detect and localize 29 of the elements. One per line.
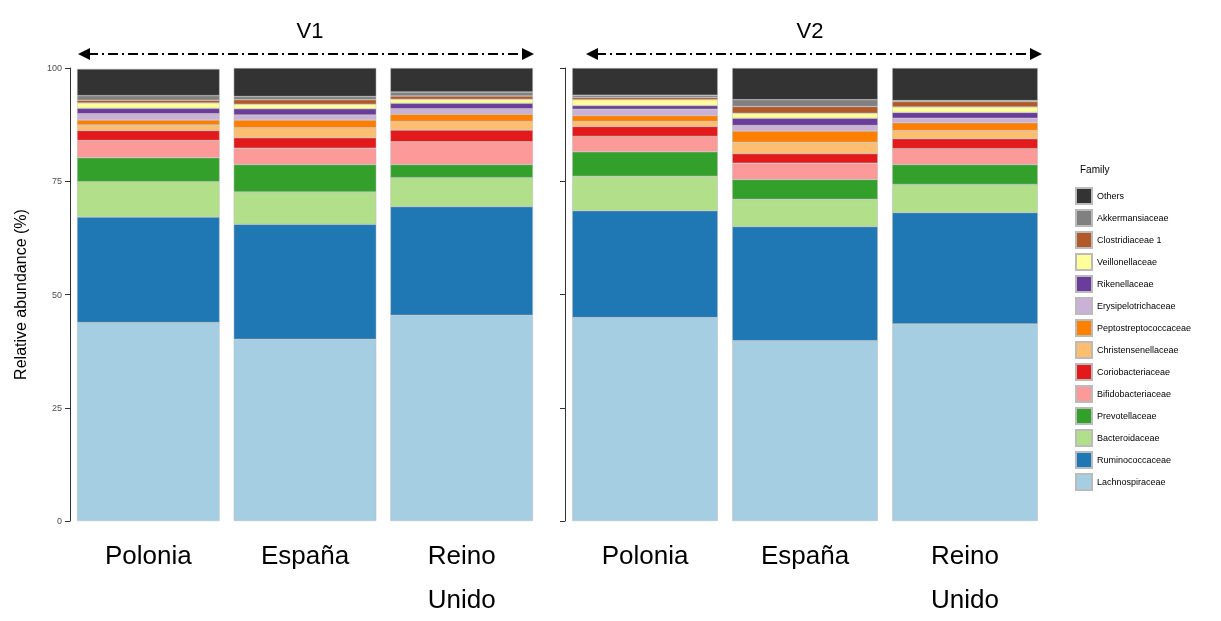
legend-label: Christensenellaceae [1097, 345, 1179, 355]
legend-label: Erysipelotrichaceae [1097, 301, 1176, 311]
y-axis-title: Relative abundance (%) [11, 209, 29, 380]
y-tick-label: 50 [51, 289, 62, 300]
legend-title: Family [1080, 163, 1110, 175]
y-tick-label: 75 [51, 176, 62, 187]
x-tick-label: Reino Unido [931, 540, 999, 614]
legend-label: Others [1097, 191, 1125, 201]
x-tick-label: Reino Unido [427, 540, 496, 614]
legend-label: Prevotellaceae [1097, 411, 1157, 421]
x-tick-label: España [260, 540, 350, 570]
y-tick-label: 0 [56, 516, 62, 526]
chart-title: V1 [296, 17, 324, 43]
y-tick-label: 25 [51, 402, 62, 413]
legend-label: Coriobacteriaceae [1097, 367, 1171, 377]
x-tick-label: Polonia [601, 540, 689, 570]
legend-label: Bacteroidaceae [1097, 433, 1160, 443]
legend-label: Clostridiaceae 1 [1097, 235, 1162, 245]
legend-label: Bifidobacteriaceae [1097, 389, 1172, 399]
legend-label: Veillonellaceae [1097, 257, 1158, 267]
legend-label: Akkermansiaceae [1097, 213, 1169, 223]
legend-label: Ruminococcaceae [1097, 455, 1172, 465]
legend-label: Lachnospiraceae [1097, 477, 1166, 487]
x-tick-label: España [760, 540, 850, 570]
legend-label: Peptostreptococcaceae [1097, 323, 1192, 333]
legend-label: Rikenellaceae [1097, 279, 1154, 289]
chart-title: V2 [796, 17, 824, 43]
x-tick-label: Polonia [104, 540, 193, 570]
y-tick-label: 100 [46, 63, 62, 73]
